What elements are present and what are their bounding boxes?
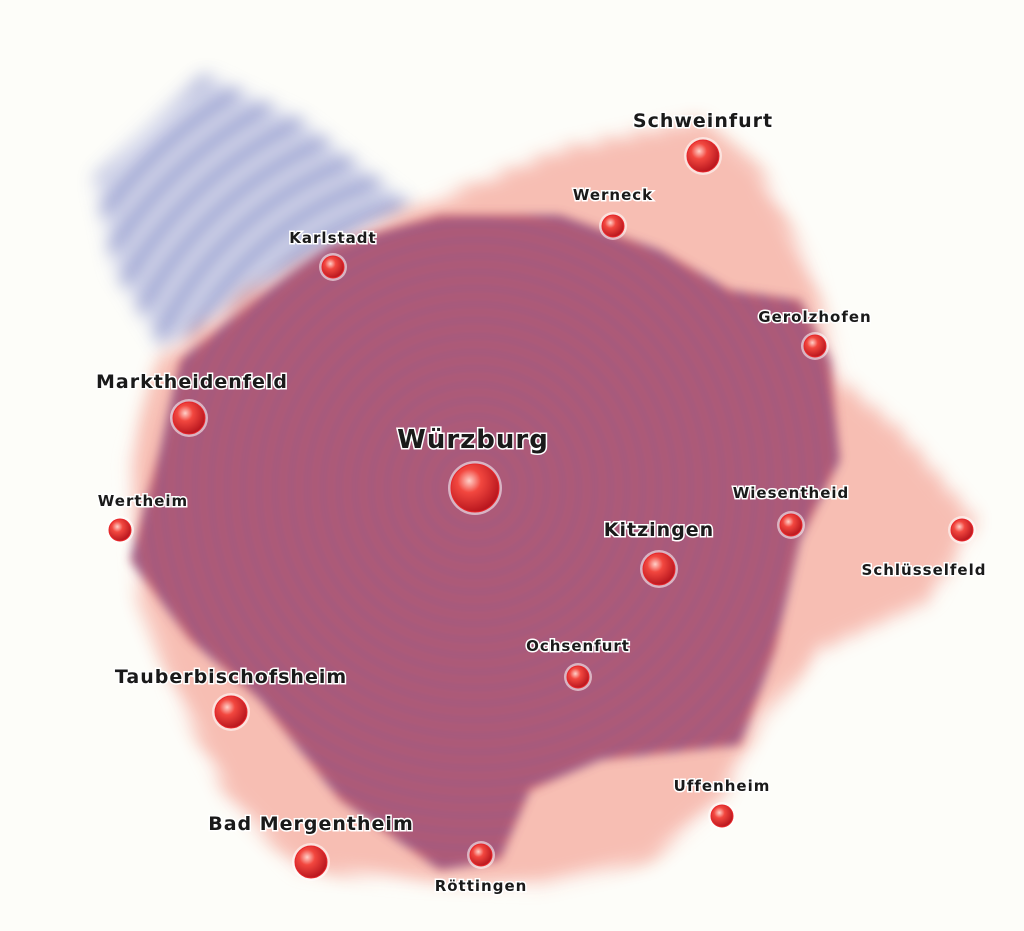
city-label-roettingen: Röttingen [435,877,528,895]
city-label-karlstadt: Karlstadt [289,229,376,247]
city-label-schweinfurt: Schweinfurt [633,110,773,132]
city-marker-tauberbischofsheim[interactable] [214,695,248,729]
city-label-schluesselfeld: Schlüsselfeld [862,561,987,579]
catchment-zone-blue [95,75,410,350]
city-label-ochsenfurt: Ochsenfurt [526,637,630,655]
city-marker-kitzingen[interactable] [642,552,676,586]
city-marker-roettingen[interactable] [469,843,493,867]
city-label-marktheidenfeld: Marktheidenfeld [96,371,288,393]
city-label-uffenheim: Uffenheim [674,777,771,795]
city-label-gerolzhofen: Gerolzhofen [758,308,871,326]
city-label-tauberbischofsheim: Tauberbischofsheim [115,666,347,688]
city-marker-wuerzburg[interactable] [450,463,500,513]
city-marker-schweinfurt[interactable] [686,139,720,173]
city-marker-gerolzhofen[interactable] [803,334,827,358]
city-markers [106,137,976,881]
city-labels: Würzburg Schweinfurt Werneck Karlstadt Gerol… [94,109,987,897]
city-label-wiesentheid: Wiesentheid [733,484,850,502]
catchment-zone-core [130,215,840,870]
city-label-bad-mergentheim: Bad Mergentheim [208,813,414,835]
city-marker-wertheim[interactable] [108,518,132,542]
city-marker-marktheidenfeld[interactable] [172,401,206,435]
city-label-wuerzburg: Würzburg [397,425,549,455]
city-marker-schluesselfeld[interactable] [950,518,974,542]
city-marker-wiesentheid[interactable] [779,513,803,537]
city-marker-karlstadt[interactable] [321,255,345,279]
city-label-kitzingen: Kitzingen [604,519,714,541]
city-label-werneck: Werneck [573,186,653,204]
city-marker-uffenheim[interactable] [710,804,734,828]
city-marker-ochsenfurt[interactable] [566,665,590,689]
city-label-wertheim: Wertheim [98,492,188,510]
city-marker-bad-mergentheim[interactable] [294,845,328,879]
city-marker-werneck[interactable] [601,214,625,238]
